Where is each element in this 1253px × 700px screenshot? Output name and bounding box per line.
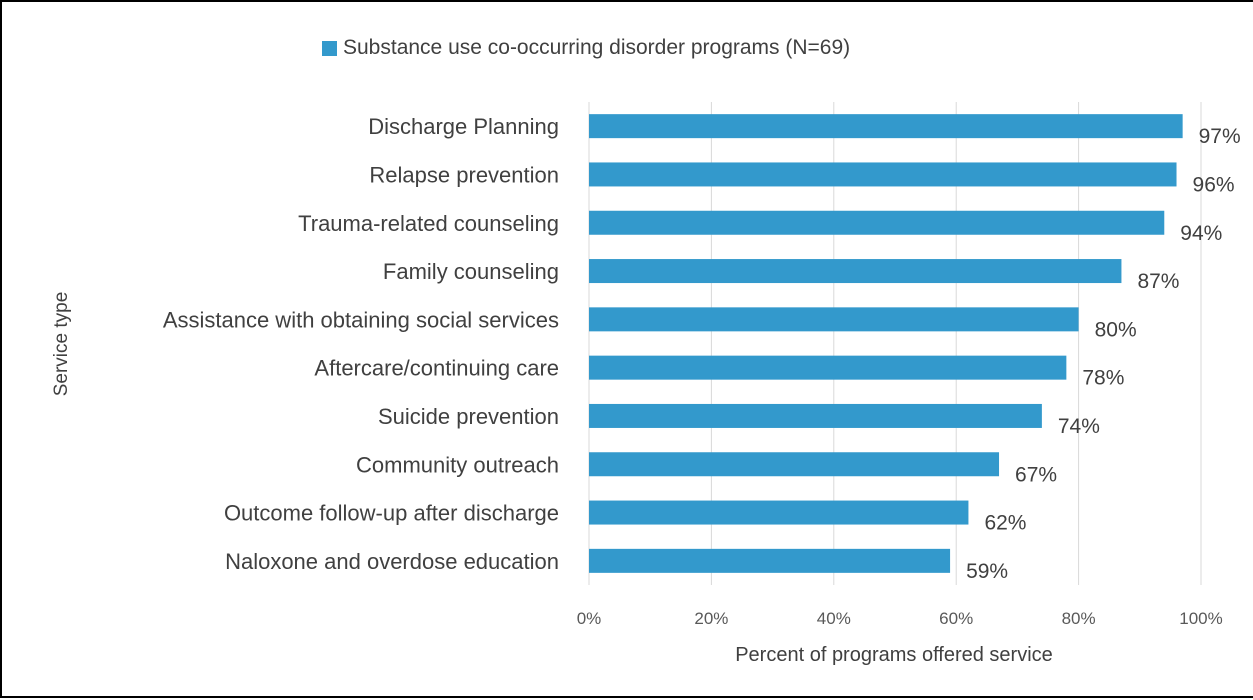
bar [589, 500, 969, 525]
data-label: 59% [966, 560, 1008, 583]
bar [589, 162, 1177, 187]
category-label: Naloxone and overdose education [225, 549, 559, 574]
x-tick-label: 0% [577, 609, 602, 628]
category-label: Discharge Planning [368, 114, 559, 139]
legend: Substance use co-occurring disorder prog… [322, 36, 850, 60]
bar [589, 259, 1122, 284]
bar [589, 307, 1079, 332]
legend-label: Substance use co-occurring disorder prog… [343, 36, 851, 59]
data-label: 74% [1058, 415, 1100, 438]
data-label: 97% [1199, 125, 1241, 148]
data-label: 62% [984, 512, 1026, 535]
bar [589, 114, 1183, 139]
x-tick-label: 80% [1062, 609, 1096, 628]
data-label: 94% [1180, 222, 1222, 245]
data-label: 67% [1015, 463, 1057, 486]
category-label: Suicide prevention [378, 404, 559, 429]
x-tick-label: 60% [939, 609, 973, 628]
data-label: 87% [1137, 270, 1179, 293]
x-tick-label: 100% [1179, 609, 1222, 628]
bar [589, 452, 1000, 477]
category-label: Trauma-related counseling [298, 211, 559, 236]
data-label: 78% [1082, 367, 1124, 390]
x-tick-label: 40% [817, 609, 851, 628]
legend-swatch [322, 40, 337, 56]
data-label: 96% [1193, 173, 1235, 196]
category-label: Community outreach [356, 452, 559, 477]
bar [589, 210, 1165, 235]
bar [589, 548, 951, 573]
bar [589, 403, 1042, 428]
category-label: Aftercare/continuing care [314, 356, 559, 381]
x-tick-label: 20% [694, 609, 728, 628]
category-label: Outcome follow-up after discharge [224, 501, 559, 526]
x-axis-title: Percent of programs offered service [735, 644, 1053, 666]
category-label: Relapse prevention [369, 162, 559, 187]
data-label: 80% [1095, 318, 1137, 341]
category-label: Assistance with obtaining social service… [163, 307, 559, 332]
bar [589, 355, 1067, 380]
category-label: Family counseling [383, 259, 559, 284]
